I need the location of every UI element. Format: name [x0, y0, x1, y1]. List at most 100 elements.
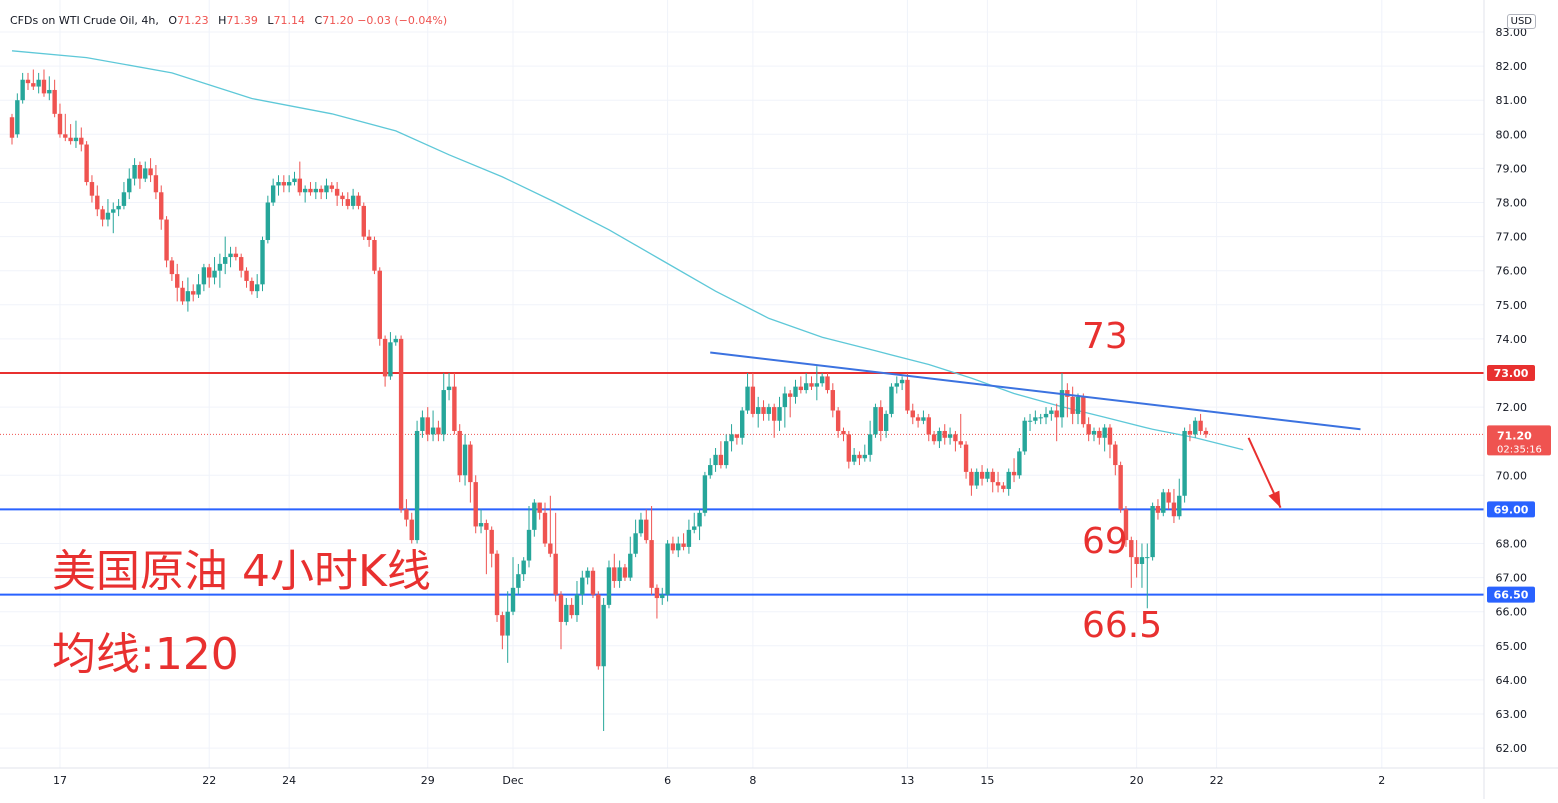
y-tick-label: 68.00 — [1496, 538, 1528, 551]
candle — [686, 519, 692, 554]
candle-body — [835, 410, 841, 431]
candle-body — [1001, 485, 1006, 489]
candle — [57, 103, 63, 138]
candle-body — [217, 263, 223, 271]
candle-body — [601, 604, 606, 667]
candle — [590, 567, 596, 599]
candle — [420, 410, 425, 438]
forecast-arrow-head — [1268, 490, 1281, 508]
candle — [1043, 407, 1049, 425]
x-tick-label: 22 — [1210, 774, 1224, 787]
candle — [159, 185, 164, 230]
candle — [116, 199, 121, 217]
candle — [446, 373, 452, 401]
candle — [830, 383, 836, 418]
open-label: O — [168, 14, 178, 27]
candle-body — [169, 260, 175, 275]
candle — [819, 373, 825, 387]
candle-body — [734, 434, 740, 438]
candle — [473, 475, 478, 534]
candle — [436, 420, 441, 442]
price-level-tag — [1487, 501, 1535, 518]
candle-body — [1203, 430, 1209, 435]
candle-body — [782, 393, 788, 408]
candle — [574, 581, 580, 622]
candle-body — [702, 475, 708, 513]
candle — [95, 185, 100, 217]
candle — [100, 205, 105, 227]
candle — [494, 550, 500, 622]
candle-body — [478, 523, 484, 527]
candle — [169, 257, 175, 281]
candle-body — [1097, 430, 1102, 438]
price-level-tag-label: 73.00 — [1494, 367, 1529, 380]
currency-badge[interactable]: USD — [1506, 14, 1536, 29]
candle — [441, 373, 446, 442]
candle — [217, 253, 223, 288]
candle-body — [249, 280, 255, 292]
candle — [931, 430, 937, 445]
y-tick-label: 64.00 — [1496, 674, 1528, 687]
candle-body — [414, 430, 420, 541]
candle-body — [692, 526, 697, 530]
candle-body — [462, 444, 468, 476]
candle-body — [649, 540, 654, 588]
candle — [457, 424, 462, 483]
candle — [846, 430, 852, 469]
candle-body — [260, 240, 265, 285]
candle-body — [1006, 471, 1011, 489]
candle — [974, 468, 979, 489]
candle-body — [766, 407, 772, 414]
candle-body — [1166, 492, 1171, 503]
candle — [505, 591, 510, 663]
candle-body — [654, 587, 660, 599]
candle-body — [377, 270, 382, 339]
candle-body — [9, 117, 15, 138]
candle-body — [329, 185, 334, 189]
candle — [542, 502, 548, 547]
candle — [835, 407, 841, 438]
candle — [521, 557, 526, 582]
candle — [1182, 427, 1187, 503]
candle — [942, 424, 947, 445]
candle-body — [436, 427, 441, 435]
candle — [750, 373, 756, 418]
candle-body — [127, 178, 132, 193]
candle-body — [1193, 420, 1198, 435]
candle-body — [612, 567, 617, 582]
candle — [404, 499, 409, 527]
candle — [1134, 540, 1139, 578]
candle — [297, 161, 303, 196]
candle — [553, 512, 558, 602]
descending-trendline — [710, 351, 1361, 431]
y-tick-label: 75.00 — [1496, 299, 1528, 312]
candle — [1177, 478, 1182, 520]
candle-body — [761, 407, 766, 414]
candle — [1193, 417, 1198, 438]
candle-body — [47, 89, 52, 94]
candle — [825, 373, 830, 394]
candle — [915, 413, 921, 428]
candle-body — [254, 284, 260, 292]
candle — [79, 127, 84, 152]
candle — [377, 267, 382, 346]
candle-body — [1171, 502, 1177, 517]
countdown-label: 02:35:16 — [1497, 444, 1542, 455]
symbol-label: CFDs on WTI Crude Oil, 4h, — [10, 14, 159, 27]
candle-body — [20, 79, 25, 101]
candle-body — [708, 465, 713, 476]
candle — [979, 465, 985, 486]
candle-body — [985, 471, 990, 479]
candle-body — [803, 383, 809, 391]
low-label: L — [267, 14, 274, 27]
x-tick-label: 15 — [980, 774, 994, 787]
candle — [20, 72, 25, 104]
candle-body — [1182, 430, 1187, 496]
candle — [478, 509, 484, 534]
candle-body — [1161, 492, 1166, 513]
candle-body — [484, 523, 489, 530]
y-tick-label: 82.00 — [1496, 60, 1528, 73]
candle-body — [670, 543, 676, 551]
